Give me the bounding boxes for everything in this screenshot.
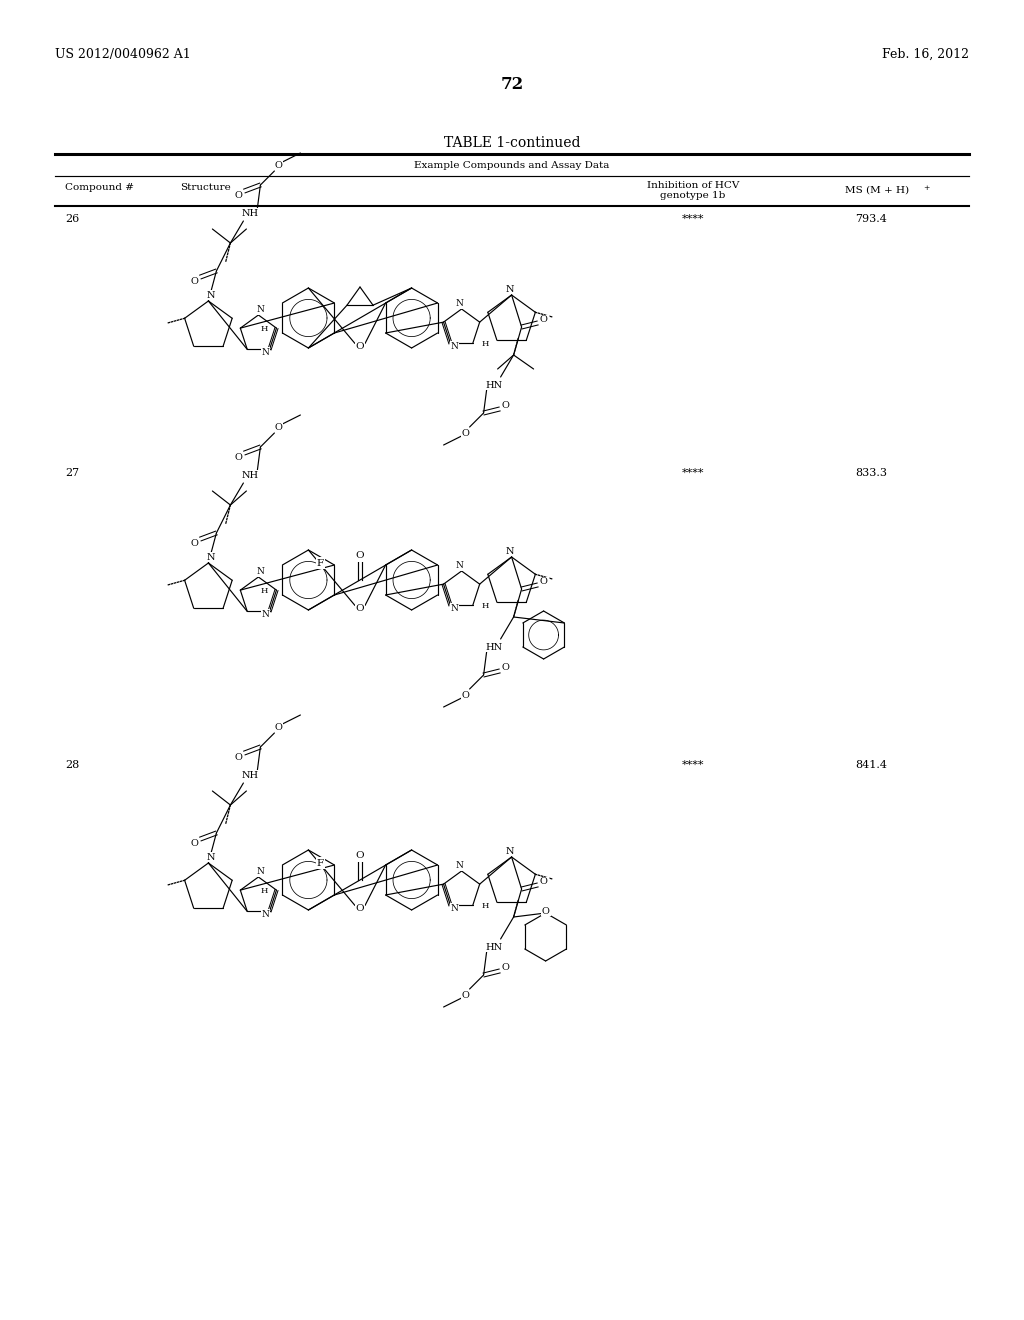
Text: +: + (923, 183, 930, 191)
Text: N: N (261, 909, 269, 919)
Text: TABLE 1-continued: TABLE 1-continued (443, 136, 581, 150)
Text: H: H (261, 587, 268, 595)
Text: N: N (451, 342, 459, 351)
Text: O: O (190, 838, 199, 847)
Text: O: O (355, 605, 365, 612)
Text: O: O (542, 907, 550, 916)
Text: F: F (316, 558, 324, 568)
Text: Compound #: Compound # (65, 183, 134, 191)
Text: Feb. 16, 2012: Feb. 16, 2012 (882, 48, 969, 61)
Text: MS (M + H): MS (M + H) (845, 186, 909, 195)
Text: ****: **** (682, 469, 705, 478)
Text: N: N (506, 546, 514, 556)
Text: N: N (256, 305, 264, 314)
Text: ****: **** (682, 760, 705, 770)
Text: genotype 1b: genotype 1b (660, 191, 726, 201)
Text: H: H (261, 887, 268, 895)
Text: 27: 27 (65, 469, 79, 478)
Text: O: O (355, 851, 365, 861)
Text: O: O (234, 752, 243, 762)
Text: NH: NH (242, 470, 259, 479)
Text: 833.3: 833.3 (855, 469, 887, 478)
Text: N: N (206, 853, 215, 862)
Text: N: N (506, 285, 514, 293)
Text: 793.4: 793.4 (855, 214, 887, 224)
Text: N: N (206, 290, 215, 300)
Text: N: N (256, 867, 264, 876)
Text: O: O (462, 429, 470, 437)
Text: O: O (502, 664, 510, 672)
Text: N: N (451, 904, 459, 913)
Text: H: H (481, 602, 488, 610)
Text: F: F (316, 858, 324, 867)
Text: 26: 26 (65, 214, 79, 224)
Text: N: N (256, 568, 264, 577)
Text: N: N (456, 862, 464, 870)
Text: HN: HN (485, 942, 502, 952)
Text: O: O (234, 453, 243, 462)
Text: N: N (506, 846, 514, 855)
Text: O: O (502, 401, 510, 411)
Text: O: O (355, 904, 365, 913)
Text: O: O (540, 315, 548, 325)
Text: H: H (481, 903, 488, 911)
Text: N: N (261, 348, 269, 356)
Text: O: O (190, 276, 199, 285)
Text: O: O (462, 990, 470, 999)
Text: N: N (456, 561, 464, 570)
Text: 841.4: 841.4 (855, 760, 887, 770)
Text: HN: HN (485, 380, 502, 389)
Text: O: O (355, 552, 365, 561)
Text: 28: 28 (65, 760, 79, 770)
Text: Example Compounds and Assay Data: Example Compounds and Assay Data (415, 161, 609, 170)
Text: O: O (502, 964, 510, 973)
Text: O: O (462, 690, 470, 700)
Text: NH: NH (242, 209, 259, 218)
Text: O: O (234, 190, 243, 199)
Text: N: N (451, 603, 459, 612)
Text: N: N (261, 610, 269, 619)
Text: NH: NH (242, 771, 259, 780)
Text: US 2012/0040962 A1: US 2012/0040962 A1 (55, 48, 190, 61)
Text: H: H (261, 325, 268, 333)
Text: HN: HN (485, 643, 502, 652)
Text: Inhibition of HCV: Inhibition of HCV (647, 181, 739, 190)
Text: O: O (274, 161, 283, 169)
Text: O: O (540, 878, 548, 887)
Text: H: H (481, 341, 488, 348)
Text: Structure: Structure (180, 183, 230, 191)
Text: O: O (274, 722, 283, 731)
Text: O: O (540, 578, 548, 586)
Text: O: O (274, 422, 283, 432)
Text: N: N (456, 300, 464, 309)
Text: ****: **** (682, 214, 705, 224)
Text: N: N (206, 553, 215, 561)
Text: O: O (190, 539, 199, 548)
Text: O: O (355, 342, 365, 351)
Text: 72: 72 (501, 77, 523, 92)
